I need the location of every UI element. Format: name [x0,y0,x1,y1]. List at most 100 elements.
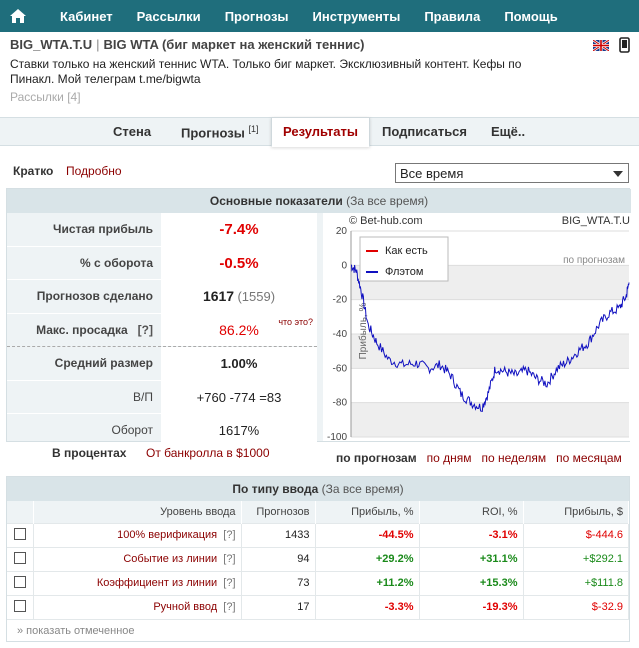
page-header: BIG_WTA.T.U | BIG WTA (биг маркет на женск… [10,37,630,54]
legend-label-flat: Флэтом [385,266,423,278]
row-profit: +29.2% [315,546,420,571]
row-usd: +$111.8 [523,570,629,595]
period-select[interactable]: Все время [395,163,629,183]
tab-wall[interactable]: Стена [113,124,151,139]
row-profit: -44.5% [315,522,420,547]
tab-subscribe[interactable]: Подписаться [382,124,467,139]
chart-xaxis-note: по прогнозам [563,255,625,266]
title-short: BIG_WTA.T.U [10,37,93,52]
row-roi: +31.1% [419,546,524,571]
turnover-pct-value: -0.5% [219,254,259,272]
range-by-weeks[interactable]: по неделям [481,451,547,465]
nav-cabinet[interactable]: Кабинет [60,8,113,24]
wl-win: +760 [196,389,226,405]
made-value: 1617 [202,288,235,304]
tab-label: Прогнозы [181,125,245,141]
y-tick-label: -80 [333,398,348,409]
made-label: Прогнозов сделано [36,289,153,303]
period-selected: Все время [400,166,464,181]
drawdown-value: 86.2% [219,321,259,338]
chart-ranges: по прогнозам по дням по неделям по месяцам [336,451,622,465]
wl-draw: =83 [259,389,282,405]
uk-flag-icon[interactable] [592,38,610,54]
nav-help[interactable]: Помощь [504,8,558,24]
entry-type-table: Уровень ввода Прогнозов Прибыль, % ROI, … [7,501,629,619]
y-tick-label: -40 [333,329,348,340]
show-marked-link[interactable]: » показать отмеченное [7,619,629,641]
bankroll-mode[interactable]: От банкролла в $1000 [146,446,270,460]
legend-label-asis: Как есть [385,245,428,257]
row-help[interactable]: [?] [223,601,236,614]
wl-loss: -774 [229,389,256,405]
chart-title: BIG_WTA.T.U [562,215,630,227]
tab-label: Подписаться [382,124,468,139]
range-by-days[interactable]: по дням [426,451,472,465]
row-count: 17 [241,594,316,619]
drawdown-label: Макс. просадка [36,322,128,337]
tabs-bar: Стена Прогнозы [1] Результаты Подписатьс… [0,117,639,147]
row-checkbox[interactable] [13,527,26,540]
table-row: 100% верификация [?] 1433 -44.5% -3.1% $… [7,522,629,547]
tab-forecasts[interactable]: Прогнозы [1] [181,124,258,140]
row-help[interactable]: [?] [223,529,236,541]
y-tick-label: 0 [341,260,347,271]
mailings-link[interactable]: Рассылки [4] [10,90,81,104]
row-usd: $-32.9 [523,594,629,619]
panel-title: Основные показатели [209,194,343,208]
entry-type-subtitle: (За все время) [321,482,404,496]
y-tick-label: 20 [336,226,348,237]
row-name[interactable]: Ручной ввод [153,601,218,614]
tab-count: [1] [248,124,259,134]
drawdown-hint-link[interactable]: что это? [278,316,313,327]
table-row: Событие из линии [?] 94 +29.2% +31.1% +$… [7,546,629,571]
y-tick-label: -100 [327,432,347,441]
row-checkbox[interactable] [13,575,26,588]
tab-more[interactable]: Ещё.. [491,124,525,139]
tab-results[interactable]: Результаты [271,117,370,147]
entry-type-title: По типу ввода [232,482,319,496]
tab-label: Ещё.. [491,124,526,139]
col-count: Прогнозов [241,501,316,523]
percent-mode[interactable]: В процентах [52,446,127,460]
chart-svg: 20 0 -20 -40 -60 -80 -100 © Bet-hub.com BIG_WTA.… [327,215,630,443]
turnover-value: 1617% [218,423,260,438]
mode-detailed[interactable]: Подробно [66,164,122,178]
row-name[interactable]: Событие из линии [123,553,218,565]
stats-table: Чистая прибыль -7.4% % с оборота -0.5% Про… [7,213,317,448]
y-tick-label: -20 [333,295,348,306]
table-row: Коэффициент из линии [?] 73 +11.2% +15.3… [7,570,629,595]
row-name[interactable]: Коэффициент из линии [96,577,218,589]
row-checkbox[interactable] [13,599,26,612]
range-by-forecasts[interactable]: по прогнозам [336,451,417,465]
row-count: 94 [241,546,316,571]
drawdown-help[interactable]: [?] [137,322,153,337]
profit-value: -7.4% [219,221,259,238]
mobile-icon[interactable] [619,37,630,56]
profit-label: Чистая прибыль [53,222,153,236]
nav-mailings[interactable]: Рассылки [136,8,201,24]
legend-box [359,236,449,282]
chevron-down-icon [613,171,623,177]
row-roi: -19.3% [419,594,524,619]
turnover-label: Оборот [111,423,153,437]
row-count: 73 [241,570,316,595]
col-profit-usd: Прибыль, $ [523,501,629,523]
nav-tools[interactable]: Инструменты [312,8,401,24]
row-help[interactable]: [?] [223,553,236,565]
row-checkbox[interactable] [13,551,26,564]
home-icon[interactable] [0,0,36,32]
nav-rules[interactable]: Правила [424,8,481,24]
panel-subtitle: (За все время) [346,194,429,208]
page-title: BIG_WTA.T.U | BIG WTA (биг маркет на женск… [10,37,630,52]
row-help[interactable]: [?] [223,577,236,589]
col-profit-pct: Прибыль, % [315,501,420,523]
turnover-pct-label: % с оборота [80,255,153,270]
tab-label: Результаты [283,124,358,139]
row-name[interactable]: 100% верификация [117,529,218,541]
mode-brief[interactable]: Кратко [13,164,54,178]
tab-label: Стена [113,124,152,139]
nav-forecasts[interactable]: Прогнозы [224,8,289,24]
range-by-months[interactable]: по месяцам [556,451,622,465]
row-profit: -3.3% [315,594,420,619]
row-usd: +$292.1 [523,546,629,571]
